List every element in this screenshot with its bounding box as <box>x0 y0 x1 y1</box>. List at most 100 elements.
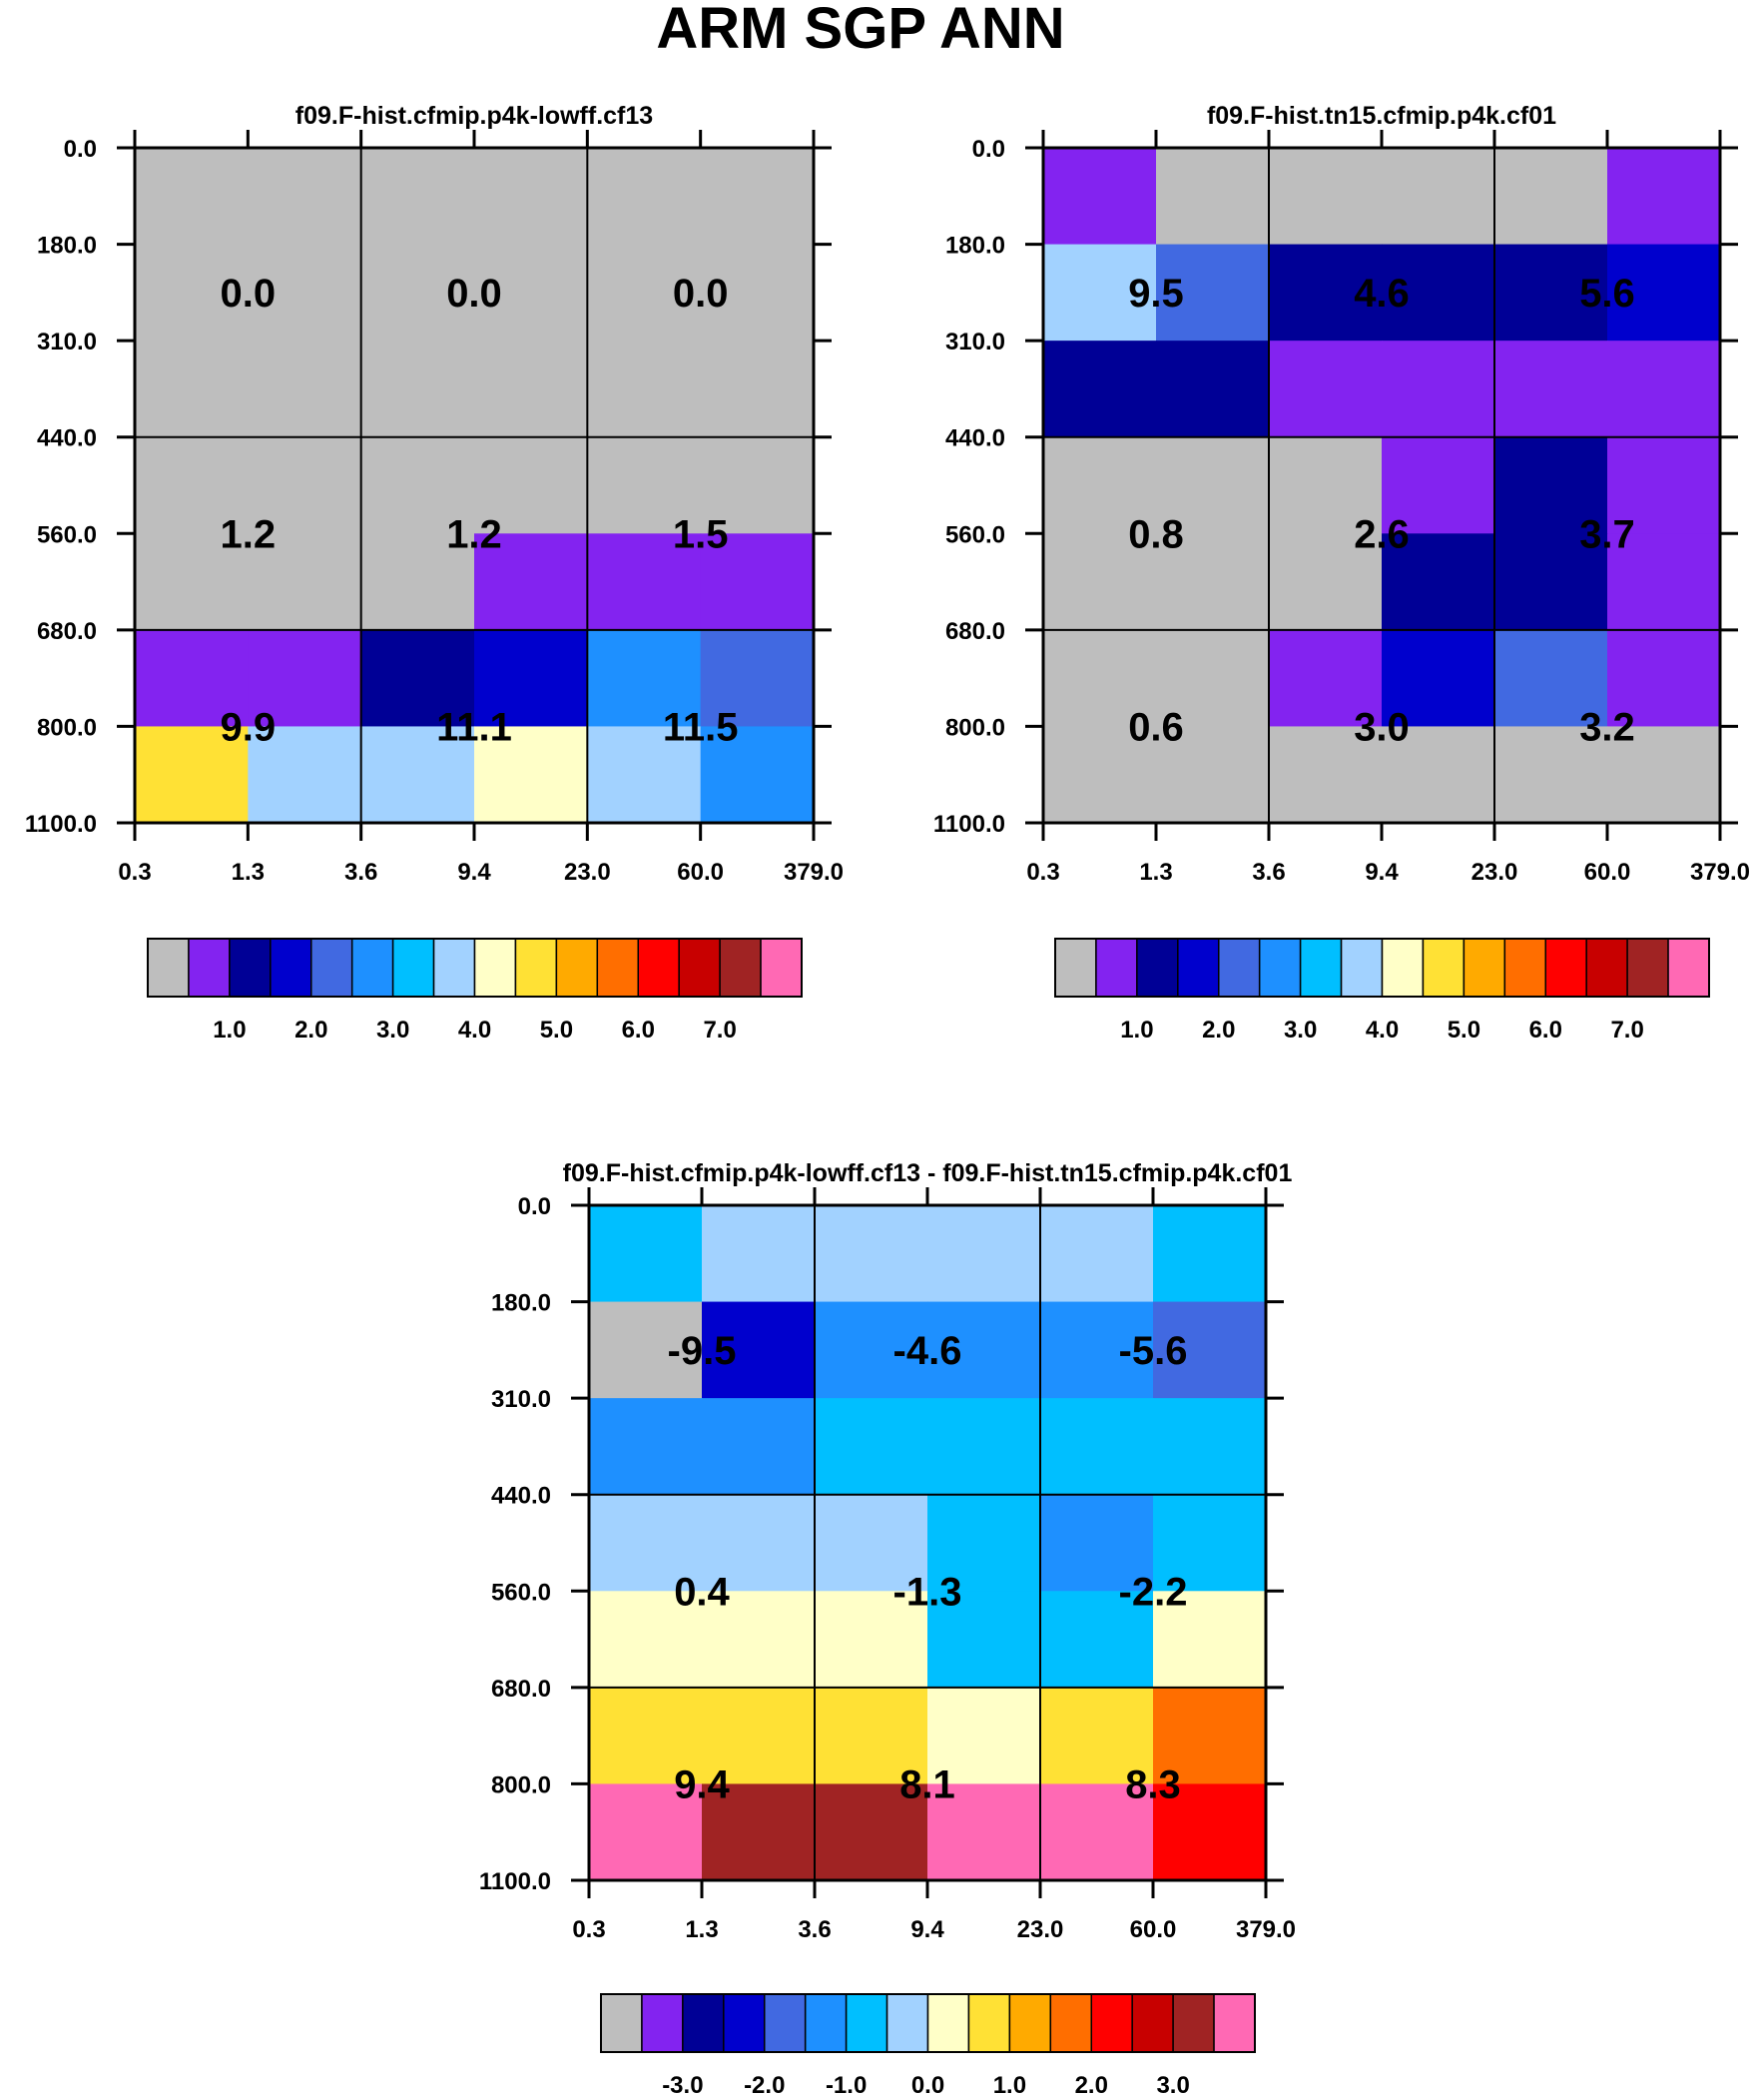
heatmap-cell <box>700 726 815 824</box>
heatmap-cell <box>700 148 815 246</box>
heatmap-cell <box>702 1301 816 1399</box>
heatmap-cell <box>1040 1494 1154 1592</box>
cell-value-label: 9.9 <box>221 705 277 749</box>
heatmap-cell <box>1382 533 1495 631</box>
y-tick-label: 180.0 <box>491 1290 551 1317</box>
colorbar-swatch <box>1049 1993 1092 2053</box>
colorbar-label: 2.0 <box>294 1017 327 1044</box>
colorbar-swatch <box>682 1993 725 2053</box>
x-tick-label: 379.0 <box>1236 1916 1296 1943</box>
cell-value-label: -1.3 <box>893 1570 962 1614</box>
heatmap-cell <box>1607 533 1721 631</box>
colorbar-swatch <box>1503 938 1546 998</box>
heatmap-cell <box>1494 629 1608 728</box>
heatmap-cell <box>1156 726 1270 824</box>
colorbar-swatch <box>147 938 190 998</box>
heatmap-cell <box>248 148 362 246</box>
colorbar-swatch <box>845 1993 888 2053</box>
colorbar-swatch <box>1095 938 1138 998</box>
heatmap-cell <box>589 1591 703 1689</box>
cell-value-label: 0.0 <box>221 272 277 316</box>
heatmap-cell <box>1156 148 1270 246</box>
heatmap-cell <box>474 726 588 824</box>
x-tick-label: 0.3 <box>572 1916 605 1943</box>
x-tick-label: 1.3 <box>685 1916 718 1943</box>
colorbar-swatch <box>1008 1993 1052 2053</box>
heatmap-cell <box>248 244 362 342</box>
heatmap-cell <box>1494 533 1608 631</box>
heatmap-cell <box>1494 244 1608 342</box>
colorbar-swatch <box>596 938 639 998</box>
x-tick-label: 9.4 <box>457 859 491 886</box>
colorbar-label: 7.0 <box>1610 1017 1643 1044</box>
y-tick-label: 680.0 <box>491 1676 551 1703</box>
colorbar-label: 7.0 <box>703 1017 736 1044</box>
heatmap-cell <box>135 341 249 438</box>
x-tick-label: 23.0 <box>1471 859 1518 886</box>
heatmap-cell <box>1269 341 1383 438</box>
colorbar-label: 4.0 <box>458 1017 491 1044</box>
colorbar-label: 1.0 <box>213 1017 246 1044</box>
colorbar-swatch <box>514 938 558 998</box>
y-tick-label: 0.0 <box>64 136 97 163</box>
heatmap-cell <box>474 341 588 438</box>
heatmap-cell <box>1043 148 1157 246</box>
x-tick-label: 60.0 <box>677 859 724 886</box>
colorbar-swatch <box>310 938 353 998</box>
colorbar-label: 1.0 <box>993 2072 1026 2099</box>
colorbar-swatch <box>1340 938 1384 998</box>
heatmap-cell <box>1494 436 1608 534</box>
heatmap-cell <box>1040 1783 1154 1881</box>
heatmap-cell <box>1156 533 1270 631</box>
heatmap-cell <box>1153 1783 1267 1881</box>
heatmap-cell <box>360 629 475 728</box>
heatmap-cell <box>1382 436 1495 534</box>
colorbar-label: 4.0 <box>1366 1017 1399 1044</box>
cell-value-label: 5.6 <box>1579 272 1635 316</box>
heatmap-cell <box>1156 341 1270 438</box>
colorbar-label: 0.0 <box>911 2072 944 2099</box>
y-tick-label: 1100.0 <box>933 811 1005 838</box>
chart-title: f09.F-hist.cfmip.p4k-lowff.cf13 - f09.F-… <box>563 1159 1293 1187</box>
heatmap-cell <box>1382 341 1495 438</box>
chart-title: f09.F-hist.tn15.cfmip.p4k.cf01 <box>1207 102 1556 130</box>
heatmap-cell <box>587 726 702 824</box>
cell-value-label: 3.0 <box>1354 705 1410 749</box>
colorbar-swatch <box>1544 938 1587 998</box>
cell-value-label: 0.0 <box>446 272 502 316</box>
heatmap-cell <box>248 533 362 631</box>
cell-value-label: -2.2 <box>1119 1570 1188 1614</box>
heatmap-cell <box>702 1398 816 1496</box>
y-tick-label: 180.0 <box>37 233 97 260</box>
panels: f09.F-hist.cfmip.p4k-lowff.cf13 0.0 180.0 3… <box>25 102 1750 2099</box>
colorbar-swatch <box>1258 938 1302 998</box>
heatmap-cell <box>1153 1301 1267 1399</box>
heatmap-cell <box>474 629 588 728</box>
heatmap-cell <box>927 1494 1041 1592</box>
heatmap-cell <box>702 1494 816 1592</box>
heatmap-cell <box>700 533 815 631</box>
chart-panel-3: f09.F-hist.cfmip.p4k-lowff.cf13 - f09.F-… <box>479 1159 1296 2099</box>
colorbar-swatch <box>1463 938 1506 998</box>
heatmap-cell <box>1153 1687 1267 1785</box>
heatmap-cell <box>1040 1687 1154 1785</box>
x-tick-label: 9.4 <box>1365 859 1399 886</box>
heatmap-cell <box>815 1591 928 1689</box>
heatmap-cell <box>587 533 702 631</box>
heatmap-cell <box>927 1301 1041 1399</box>
heatmap-cell <box>815 1205 928 1303</box>
heatmap-cell <box>702 1205 816 1303</box>
heatmap-cell <box>135 726 249 824</box>
heatmap-cell <box>1153 1494 1267 1592</box>
heatmap-cell <box>927 1205 1041 1303</box>
x-tick-label: 60.0 <box>1130 1916 1177 1943</box>
colorbar-swatch <box>760 938 803 998</box>
heatmap-cell <box>927 1398 1041 1496</box>
y-tick-label: 440.0 <box>37 425 97 452</box>
heatmap-cell <box>1040 1205 1154 1303</box>
colorbar-swatch <box>1213 1993 1256 2053</box>
y-tick-label: 0.0 <box>972 136 1005 163</box>
cell-value-label: 1.2 <box>221 512 277 556</box>
y-tick-label: 560.0 <box>945 521 1005 548</box>
